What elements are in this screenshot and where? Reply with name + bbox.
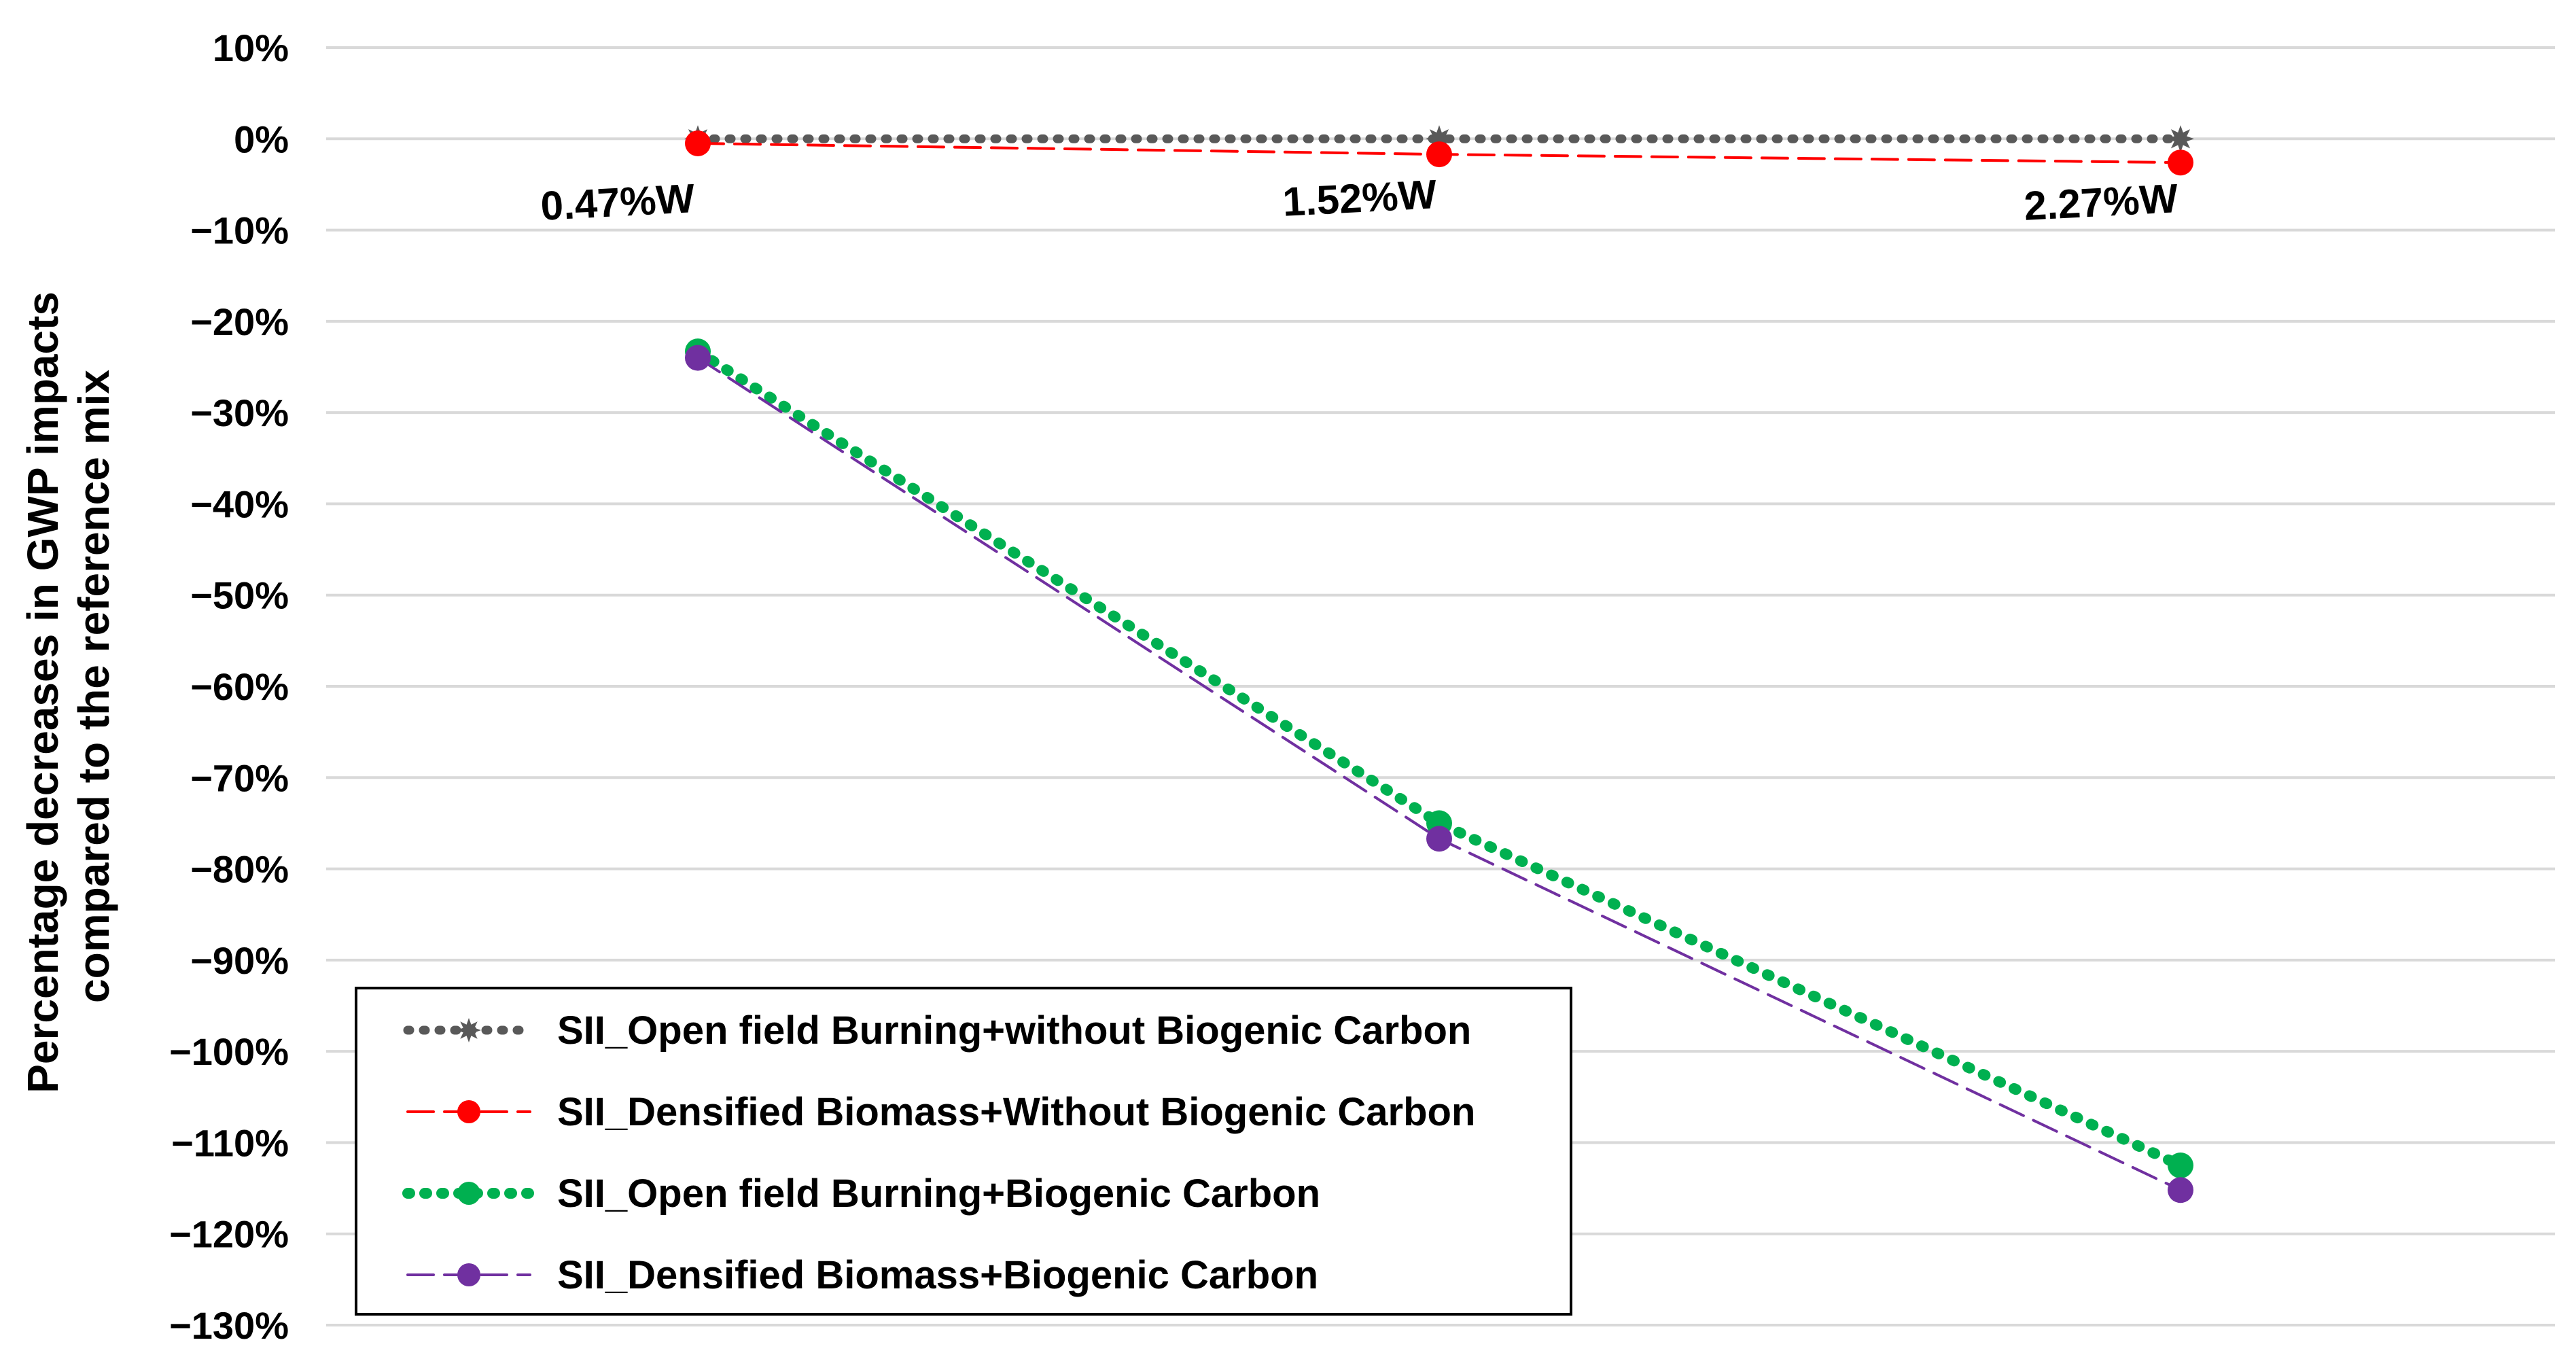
legend-marker xyxy=(457,1100,480,1123)
legend-label: SII_Densified Biomass+Biogenic Carbon xyxy=(557,1253,1318,1297)
legend-label: SII_Open field Burning+without Biogenic … xyxy=(557,1008,1471,1053)
legend-label: SII_Open field Burning+Biogenic Carbon xyxy=(557,1172,1320,1216)
legend-item: SII_Open field Burning+without Biogenic … xyxy=(403,1008,1471,1053)
y-tick-label: −100% xyxy=(169,1030,289,1073)
data-point xyxy=(1426,826,1452,852)
y-tick-label: −120% xyxy=(169,1213,289,1256)
series-layer xyxy=(684,125,2194,1203)
data-point xyxy=(2168,149,2193,176)
legend-box xyxy=(355,987,1572,1316)
category-label: 2.27%W xyxy=(2023,175,2179,229)
y-axis-label: Percentage decreases in GWP impacts comp… xyxy=(18,279,118,1093)
data-point xyxy=(1426,141,1452,168)
data-point xyxy=(685,130,711,156)
category-label: 1.52%W xyxy=(1282,171,1438,225)
legend-marker xyxy=(457,1018,481,1042)
data-point xyxy=(2168,1177,2193,1203)
legend: SII_Open field Burning+without Biogenic … xyxy=(355,987,1572,1316)
y-tick-label: −90% xyxy=(190,939,289,982)
y-tick-label: −60% xyxy=(190,665,289,708)
legend-label: SII_Densified Biomass+Without Biogenic C… xyxy=(557,1090,1475,1134)
legend-marker xyxy=(457,1263,480,1286)
data-point xyxy=(2167,125,2194,153)
legend-item: SII_Densified Biomass+Without Biogenic C… xyxy=(406,1090,1475,1134)
legend-item: SII_Densified Biomass+Biogenic Carbon xyxy=(406,1253,1318,1297)
series-1 xyxy=(685,130,2193,176)
y-tick-label: −40% xyxy=(190,482,289,525)
y-tick-label: −130% xyxy=(169,1304,289,1347)
y-tick-label: −30% xyxy=(190,391,289,434)
series-3 xyxy=(685,345,2193,1203)
y-tick-labels: 10% 0% −10% −20% −30% −40% −50% −60% −70% −80% −90… xyxy=(169,27,289,1347)
y-axis-label-line-2: compared to the reference mix xyxy=(69,370,118,1003)
y-axis-label-line-1: Percentage decreases in GWP impacts xyxy=(18,292,67,1093)
y-tick-label: −80% xyxy=(190,848,289,891)
y-tick-label: −10% xyxy=(190,209,289,252)
legend-item: SII_Open field Burning+Biogenic Carbon xyxy=(402,1172,1320,1216)
category-label: 0.47%W xyxy=(540,175,696,229)
y-tick-label: 0% xyxy=(234,118,289,160)
y-tick-label: −50% xyxy=(190,574,289,617)
y-tick-label: 10% xyxy=(213,27,289,69)
category-labels: 0.47%W 1.52%W 2.27%W xyxy=(540,171,2179,229)
data-point xyxy=(685,345,711,371)
y-tick-label: −70% xyxy=(190,756,289,799)
legend-marker xyxy=(457,1182,480,1205)
y-tick-label: −20% xyxy=(190,300,289,343)
data-point xyxy=(2168,1153,2193,1178)
y-tick-label: −110% xyxy=(171,1121,289,1164)
